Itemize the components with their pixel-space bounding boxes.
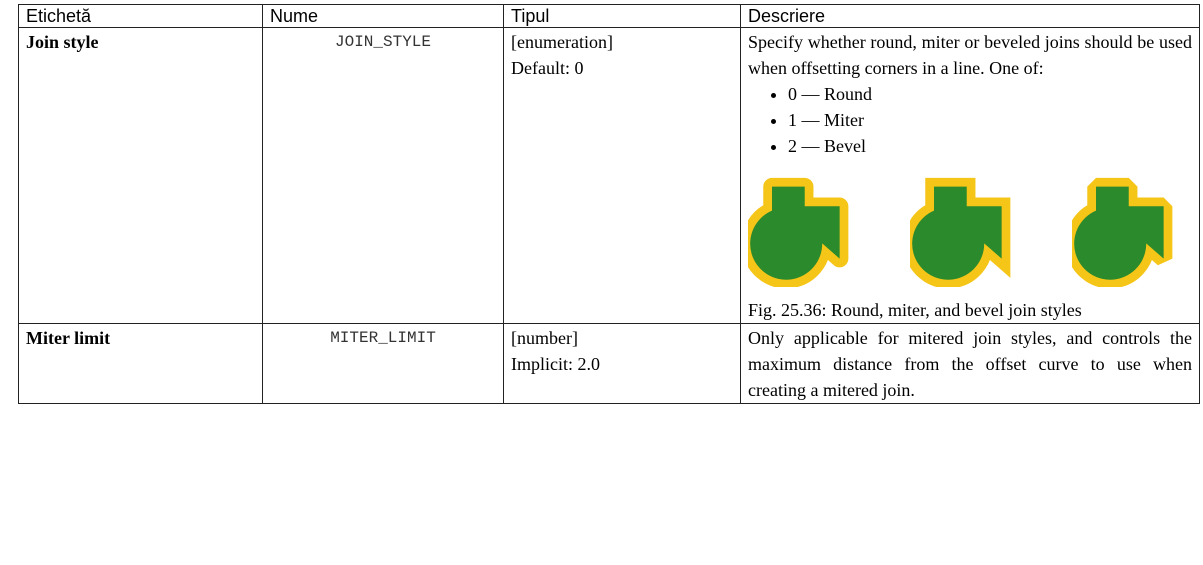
parameter-table: Etichetă Nume Tipul Descriere Join style… [18, 4, 1200, 404]
label: Miter limit [18, 323, 263, 404]
header-cell: Tipul [503, 4, 741, 28]
figure-caption: Fig. 25.36: Round, miter, and bevel join… [748, 300, 1082, 320]
type: [enumeration] [511, 32, 613, 52]
figure [748, 167, 1192, 287]
row: Miter limit MITER_LIMIT [number] Implicit… [18, 323, 1200, 404]
header-row: Etichetă Nume Tipul Descriere [18, 4, 1200, 28]
name: MITER_LIMIT [262, 323, 504, 404]
description: Specify whether round, miter or beveled … [748, 32, 1192, 78]
option: 0 — Round [788, 81, 1192, 107]
header-cell: Etichetă [18, 4, 263, 28]
type-cell: [enumeration] Default: 0 [503, 27, 741, 324]
header-cell: Descriere [740, 4, 1200, 28]
row: Join style JOIN_STYLE [enumeration] Defau… [18, 27, 1200, 324]
description-cell: Specify whether round, miter or beveled … [740, 27, 1200, 324]
option: 1 — Miter [788, 107, 1192, 133]
options: 0 — Round 1 — Miter 2 — Bevel [748, 81, 1192, 159]
default: Default: 0 [511, 58, 584, 78]
type-cell: [number] Implicit: 2.0 [503, 323, 741, 404]
type: [number] [511, 328, 578, 348]
miter-join-image [910, 177, 1011, 287]
header-cell: Nume [262, 4, 504, 28]
description: Only applicable for mitered join styles,… [740, 323, 1200, 404]
round-join-image [748, 177, 849, 287]
label: Join style [18, 27, 263, 324]
default: Implicit: 2.0 [511, 354, 600, 374]
option: 2 — Bevel [788, 133, 1192, 159]
name: JOIN_STYLE [262, 27, 504, 324]
bevel-join-image [1072, 177, 1173, 287]
